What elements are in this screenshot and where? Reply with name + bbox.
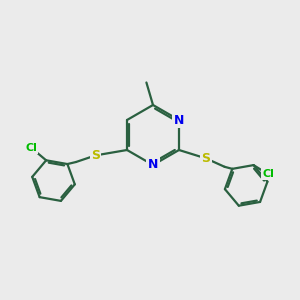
Text: N: N [174, 113, 184, 127]
Text: N: N [148, 158, 158, 172]
Text: Cl: Cl [262, 169, 274, 179]
Text: S: S [91, 149, 100, 162]
Text: S: S [202, 152, 211, 165]
Text: Cl: Cl [25, 143, 37, 153]
